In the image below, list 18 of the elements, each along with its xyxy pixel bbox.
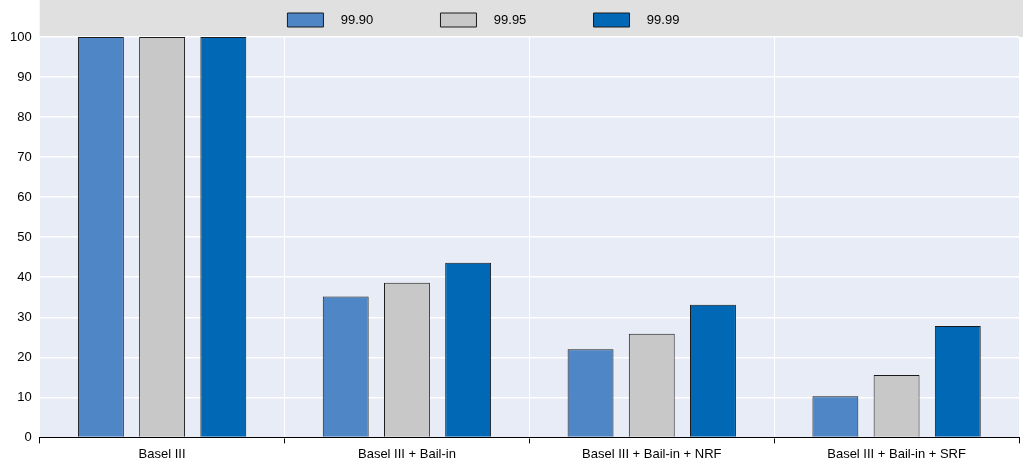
y-tick-label: 90	[17, 68, 32, 84]
y-tick-label: 70	[17, 148, 32, 164]
y-tick-label: 30	[17, 308, 32, 324]
y-tick-label: 40	[17, 268, 32, 284]
y-tick-label: 50	[17, 228, 32, 244]
x-tick-label: Basel III + Bail-in + SRF	[827, 445, 966, 461]
y-tick-label: 10	[17, 388, 32, 404]
y-tick-label: 80	[17, 108, 32, 124]
legend-label: 99.99	[636, 11, 734, 27]
y-tick-label: 0	[24, 428, 32, 444]
x-tick-label: Basel III + Bail-in + NRF	[582, 445, 722, 461]
legend-label: 99.95	[482, 11, 581, 27]
legend-label: 99.90	[329, 11, 428, 27]
y-tick-label: 60	[17, 188, 32, 204]
x-tick-label: Basel III	[138, 445, 186, 461]
y-tick-label: 100	[9, 28, 32, 44]
y-tick-label: 20	[17, 348, 32, 364]
x-tick-label: Basel III + Bail-in	[357, 445, 456, 461]
